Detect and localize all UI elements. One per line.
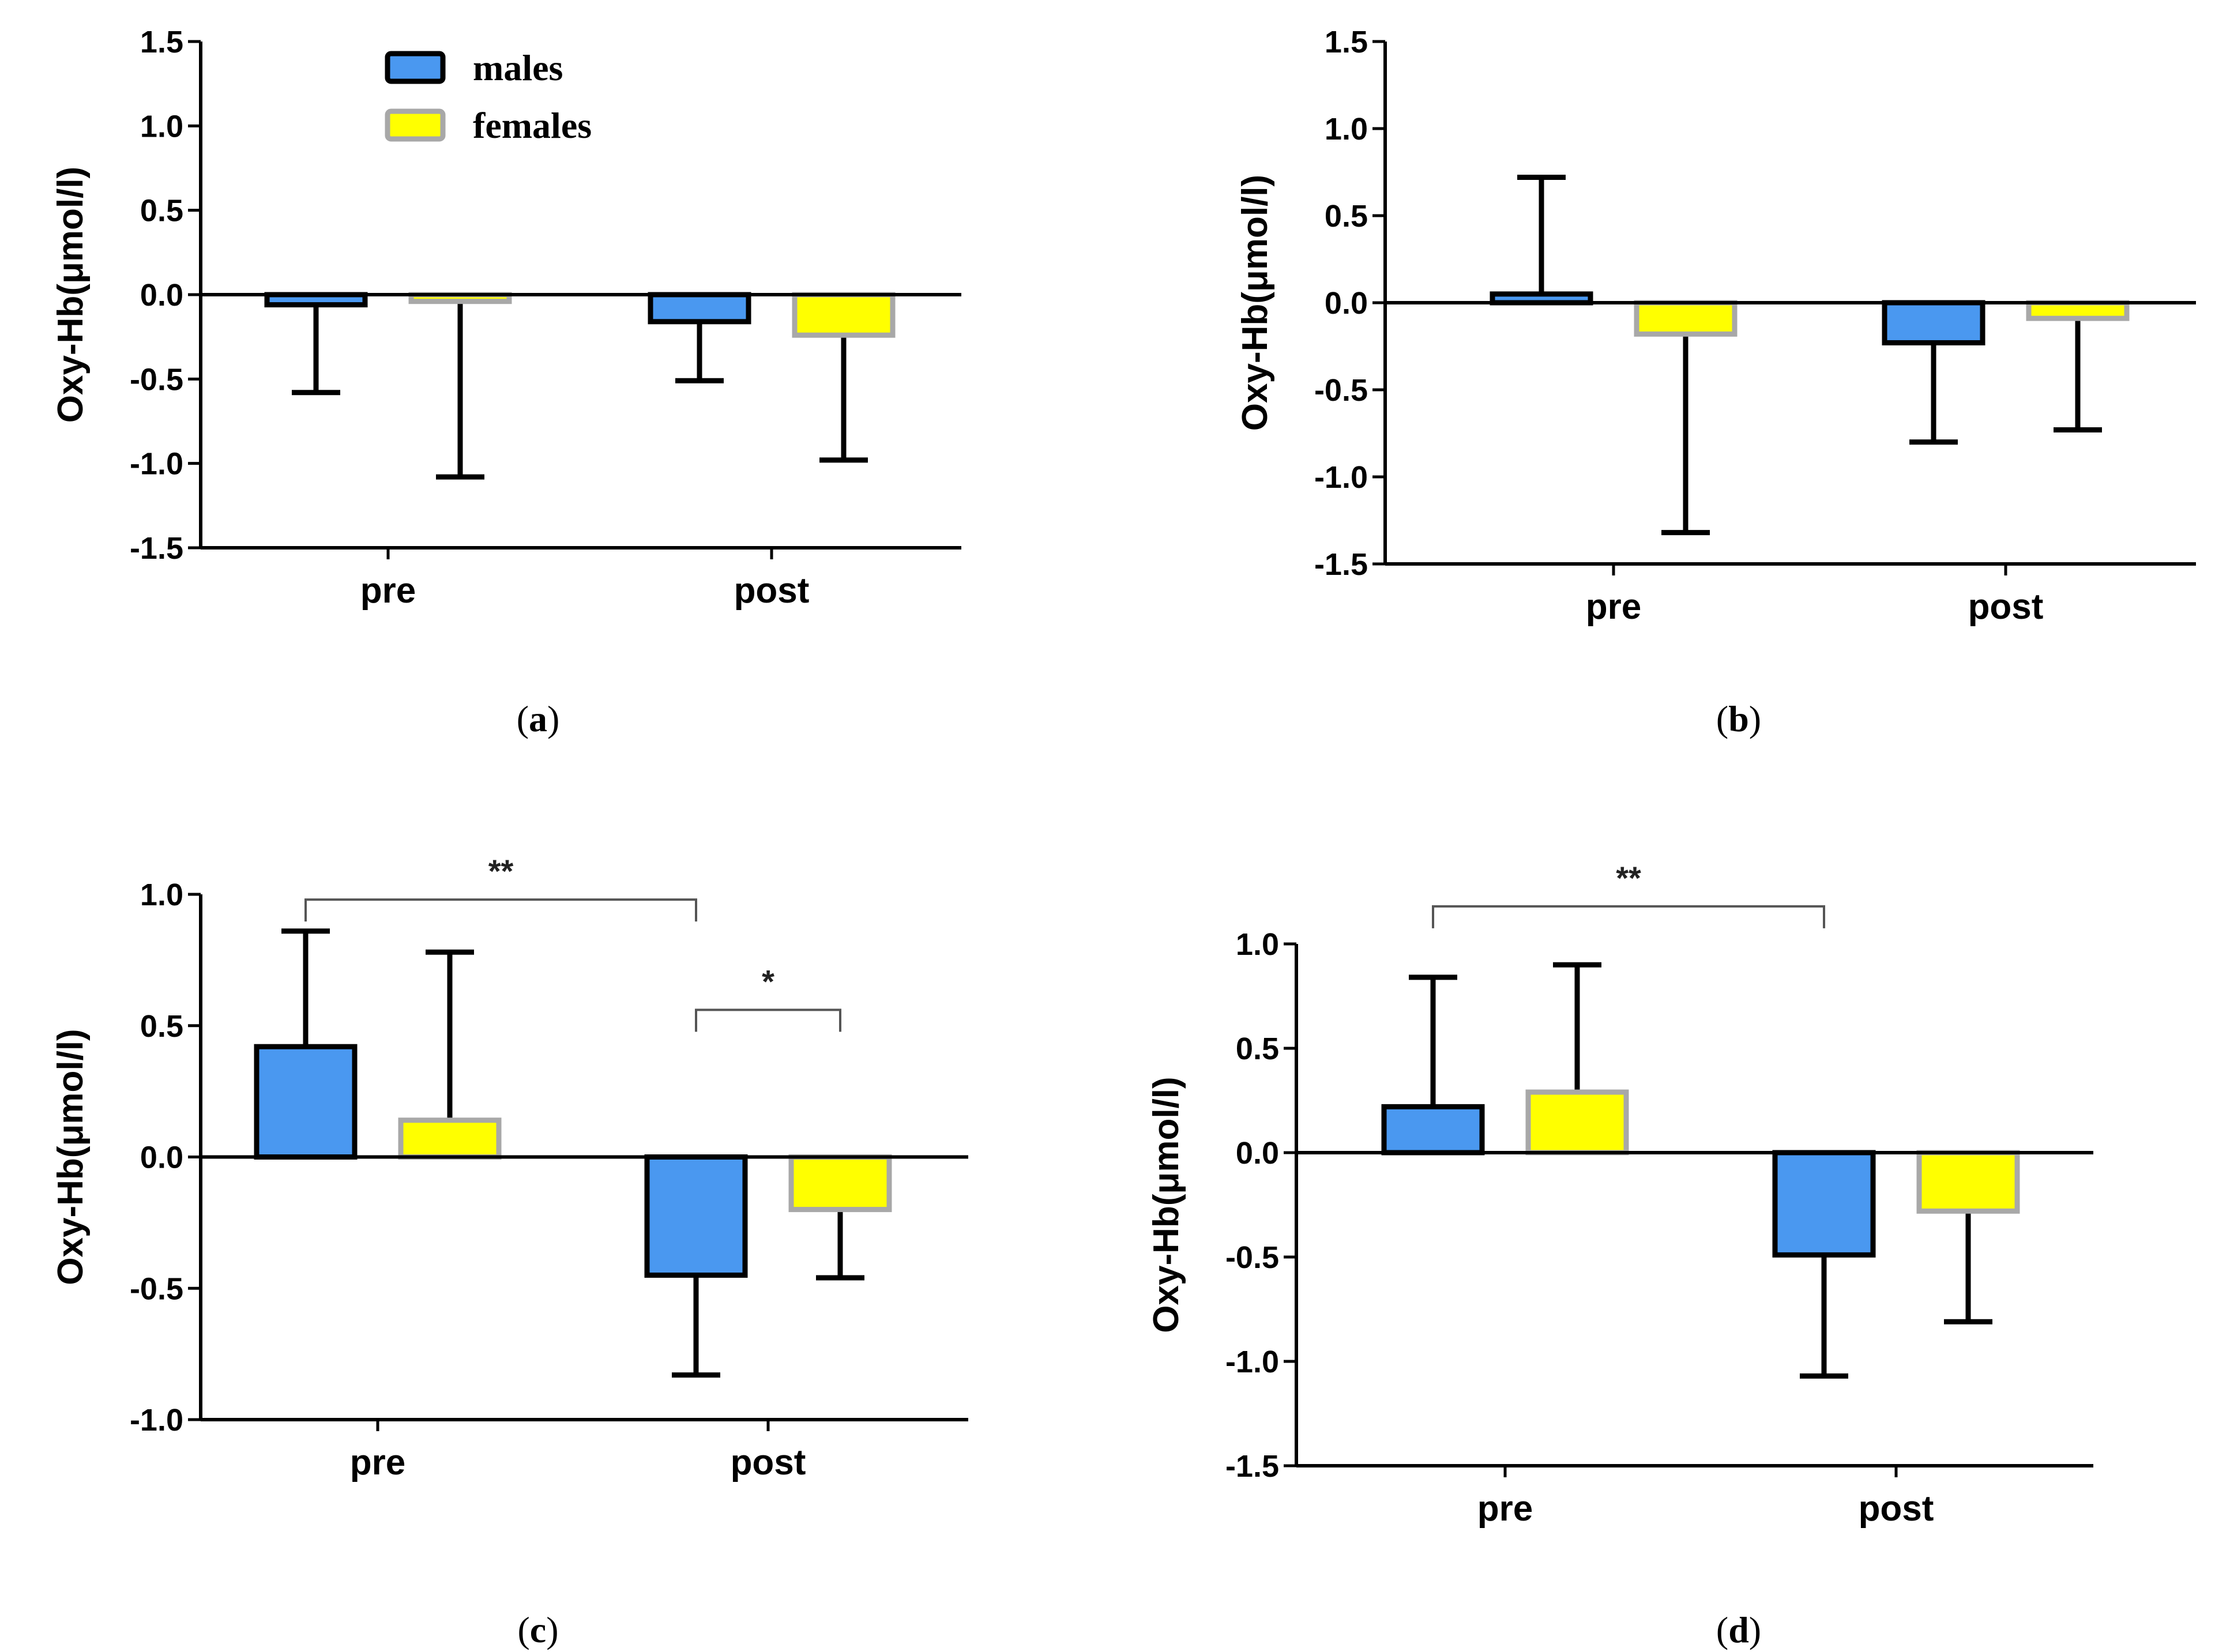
caption-paren-close: ) <box>547 698 559 739</box>
y-tick-label: -1.0 <box>1314 460 1368 495</box>
legend-swatch-males <box>385 51 446 84</box>
significance-bracket <box>304 898 697 922</box>
y-tick-label: 0.0 <box>140 278 183 313</box>
x-tick-label-post: post <box>731 1443 806 1482</box>
bar-males-pre <box>254 1044 358 1160</box>
y-tick-label: 0.0 <box>1236 1136 1279 1171</box>
significance-bracket <box>695 1008 841 1032</box>
x-tick-label-pre: pre <box>350 1443 405 1482</box>
y-tick-label: -0.5 <box>1314 373 1368 408</box>
caption-paren-open: ( <box>1716 698 1728 739</box>
y-tick-label: -1.5 <box>130 531 183 566</box>
x-tick-label-post: post <box>1968 587 2044 627</box>
bar-females-post <box>792 292 896 338</box>
caption-paren-close: ) <box>1749 698 1761 739</box>
y-tick-label: -1.5 <box>1314 547 1368 582</box>
y-tick-label: -0.5 <box>130 1271 183 1306</box>
x-tick-label-post: post <box>1859 1489 1934 1529</box>
y-tick-label: 0.0 <box>140 1141 183 1175</box>
chart-panel-d: 1.0 0.5 0.0 -0.5 -1.0 -1.5 pre post Oxy-Hb(μmol/… <box>1146 860 2093 1650</box>
legend-label-males: males <box>473 47 563 88</box>
y-axis-title: Oxy-Hb(μmol/l) <box>51 167 91 423</box>
bar-males-post <box>644 1154 748 1278</box>
y-tick-label: 0.5 <box>140 194 183 228</box>
legend-label-females: females <box>473 105 592 146</box>
panel-caption: (b) <box>1716 698 1761 739</box>
y-tick-label: -0.5 <box>1225 1240 1279 1275</box>
legend-swatch-females <box>385 108 446 142</box>
caption-letter: c <box>530 1609 546 1650</box>
chart-panel-a: 1.5 1.0 0.5 0.0 -0.5 -1.0 -1.5 pre post Oxy-Hb(μm… <box>51 25 961 739</box>
y-tick-label: 0.5 <box>1236 1032 1279 1066</box>
caption-letter: d <box>1728 1609 1749 1650</box>
bar-males-post <box>648 292 751 325</box>
y-axis-title: Oxy-Hb(μmol/l) <box>51 1029 91 1285</box>
bar-females-post <box>788 1154 892 1213</box>
y-tick-label: -1.0 <box>130 447 183 481</box>
caption-paren-close: ) <box>546 1609 558 1650</box>
y-tick-label: 1.0 <box>1325 112 1368 146</box>
x-tick-label-pre: pre <box>1477 1489 1533 1529</box>
y-tick-label: 0.0 <box>1325 286 1368 321</box>
y-tick-label: 1.5 <box>1325 25 1368 59</box>
x-tick-label-pre: pre <box>360 571 416 611</box>
caption-letter: b <box>1728 698 1749 739</box>
caption-letter: a <box>529 698 547 739</box>
y-axis-title: Oxy-Hb(μmol/l) <box>1235 175 1275 431</box>
significance-bracket <box>1432 905 1825 928</box>
caption-paren-open: ( <box>517 1609 529 1650</box>
bar-females-pre <box>1634 300 1738 337</box>
bar-males-post <box>1772 1150 1876 1258</box>
y-tick-label: -0.5 <box>130 362 183 397</box>
significance-label: ** <box>1616 860 1641 896</box>
y-tick-label: -1.5 <box>1225 1449 1279 1484</box>
caption-paren-open: ( <box>517 698 529 739</box>
panel-caption: (c) <box>517 1609 558 1650</box>
caption-paren-close: ) <box>1749 1609 1761 1650</box>
significance-label: ** <box>488 853 514 889</box>
y-axis-title: Oxy-Hb(μmol/l) <box>1146 1077 1186 1333</box>
y-tick-label: -1.0 <box>130 1403 183 1437</box>
bar-females-post <box>2026 300 2130 321</box>
caption-paren-open: ( <box>1716 1609 1728 1650</box>
chart-panel-b: 1.5 1.0 0.5 0.0 -0.5 -1.0 -1.5 pre post Oxy-Hb(μm… <box>1235 25 2196 739</box>
y-tick-label: 1.0 <box>140 109 183 144</box>
y-tick-label: 1.0 <box>1236 927 1279 962</box>
bar-females-pre <box>398 1117 502 1160</box>
y-tick-label: 0.5 <box>1325 199 1368 234</box>
y-tick-label: 0.5 <box>140 1009 183 1044</box>
significance-label: * <box>762 963 774 999</box>
bar-males-pre <box>1381 1104 1485 1156</box>
bar-males-post <box>1882 300 1985 345</box>
y-tick-label: -1.0 <box>1225 1345 1279 1379</box>
y-tick-label: 1.0 <box>140 878 183 912</box>
bar-females-post <box>1916 1150 2020 1214</box>
x-tick-label-post: post <box>734 571 810 611</box>
x-tick-label-pre: pre <box>1586 587 1641 627</box>
legend: males females <box>385 47 592 146</box>
panel-caption: (a) <box>517 698 560 739</box>
bar-females-pre <box>1525 1089 1629 1156</box>
panel-caption: (d) <box>1716 1609 1761 1650</box>
y-tick-label: 1.5 <box>140 25 183 59</box>
